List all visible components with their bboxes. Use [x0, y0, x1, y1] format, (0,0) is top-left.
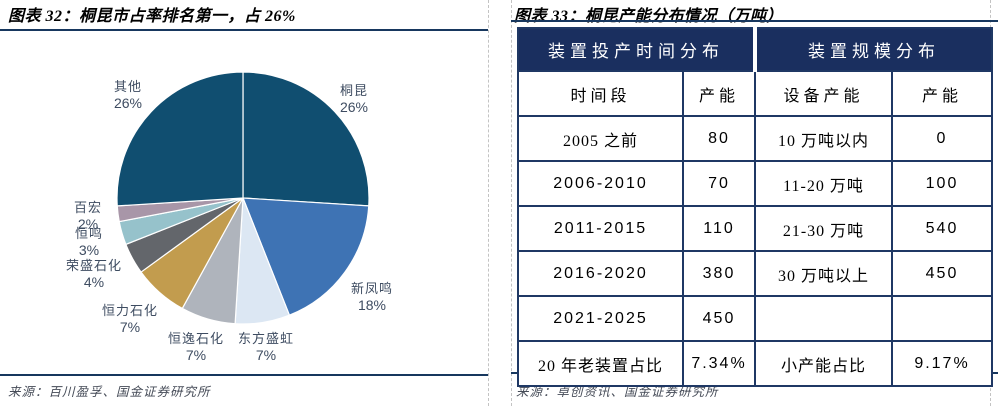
- pie-label-rongsheng: 荣盛石化 4%: [54, 255, 134, 290]
- pie-label-pct: 4%: [83, 274, 105, 290]
- pie-label-hengli: 恒力石化 7%: [92, 300, 168, 335]
- pie-label-name: 恒逸石化: [167, 331, 224, 346]
- table-cell: 11-20 万吨: [754, 160, 893, 207]
- pie-label-other: 其他 26%: [92, 76, 164, 111]
- table-row: 2021-2025 450: [517, 295, 993, 342]
- figure-32-title-rule: [0, 29, 488, 31]
- table-cell: 小产能占比: [754, 340, 893, 387]
- table-cell: 2005 之前: [517, 115, 684, 162]
- pie-label-name: 恒力石化: [101, 303, 158, 318]
- table-cell: 380: [682, 250, 756, 297]
- figure-32-bottom-rule: [0, 374, 488, 376]
- figure-33-title: 图表 33：桐昆产能分布情况（万吨）: [514, 8, 784, 25]
- table-cell: 450: [682, 295, 756, 342]
- table-cell: 7.34%: [682, 340, 756, 387]
- table-row: 2011-2015 110 21-30 万吨 540: [517, 205, 993, 252]
- pie-chart: [116, 71, 370, 325]
- table-cell: 540: [891, 205, 993, 252]
- table-cell: 80: [682, 115, 756, 162]
- capacity-table: 装置投产时间分布 装置规模分布 时间段 产能 设备产能 产能 2005 之前 8…: [517, 27, 993, 387]
- table-cell: 0: [891, 115, 993, 162]
- pie-label-pct: 7%: [255, 347, 277, 363]
- panel-divider-dashed-right: [511, 0, 512, 406]
- table-cell: [891, 295, 993, 342]
- table-row: 2016-2020 380 30 万吨以上 450: [517, 250, 993, 297]
- pie-label-name: 恒鸣: [74, 226, 103, 241]
- group-header-time: 装置投产时间分布: [517, 27, 756, 72]
- figure-32-title: 图表 32：桐昆市占率排名第一，占 26%: [8, 8, 296, 25]
- table-cell: 2006-2010: [517, 160, 684, 207]
- pie-label-dongfangshenghong: 东方盛虹 7%: [228, 328, 304, 363]
- table-cell: 110: [682, 205, 756, 252]
- figure-33-title-rule: [511, 20, 998, 22]
- pie-label-pct: 3%: [78, 242, 100, 258]
- pie-label-pct: 7%: [185, 347, 207, 363]
- pie-label-pct: 18%: [357, 297, 387, 313]
- pie-label-name: 桐昆: [339, 83, 368, 98]
- table-cell: 450: [891, 250, 993, 297]
- figure-32-source: 来源：百川盈孚、国金证券研究所: [8, 385, 211, 399]
- table-group-header-row: 装置投产时间分布 装置规模分布: [517, 27, 993, 72]
- panel-divider-dashed-left: [488, 0, 489, 406]
- pie-slice-其他: [116, 71, 244, 207]
- figure-33-source: 来源：卓创资讯、国金证券研究所: [516, 385, 719, 399]
- pie-label-name: 百宏: [73, 200, 102, 215]
- pie-label-xinfengming: 新凤鸣 18%: [330, 278, 414, 313]
- col-header-device-capacity: 设备产能: [754, 70, 893, 117]
- pie-label-name: 荣盛石化: [65, 258, 122, 273]
- table-cell: 30 万吨以上: [754, 250, 893, 297]
- pie-label-tongkun: 桐昆 26%: [318, 80, 390, 115]
- pie-label-name: 新凤鸣: [350, 281, 393, 296]
- pie-slice-新凤鸣: [242, 197, 370, 316]
- pie-label-name: 东方盛虹: [237, 331, 294, 346]
- col-header-period: 时间段: [517, 70, 684, 117]
- table-row: 2006-2010 70 11-20 万吨 100: [517, 160, 993, 207]
- pie-label-hengyi: 恒逸石化 7%: [158, 328, 234, 363]
- pie-label-hengming: 恒鸣 3%: [53, 223, 125, 258]
- table-cell: 2011-2015: [517, 205, 684, 252]
- table-cell: 2021-2025: [517, 295, 684, 342]
- pie-label-name: 其他: [113, 79, 142, 94]
- table-cell: 9.17%: [891, 340, 993, 387]
- table-cell: [754, 295, 893, 342]
- pie-label-pct: 26%: [113, 95, 143, 111]
- table-cell: 100: [891, 160, 993, 207]
- table-column-header-row: 时间段 产能 设备产能 产能: [517, 70, 993, 117]
- table-row: 2005 之前 80 10 万吨以内 0: [517, 115, 993, 162]
- pie-label-pct: 26%: [339, 99, 369, 115]
- pie-label-pct: 2%: [77, 216, 99, 232]
- col-header-capacity-2: 产能: [891, 70, 993, 117]
- table-cell: 10 万吨以内: [754, 115, 893, 162]
- table-cell: 2016-2020: [517, 250, 684, 297]
- col-header-capacity-1: 产能: [682, 70, 756, 117]
- table-cell: 20 年老装置占比: [517, 340, 684, 387]
- group-header-scale: 装置规模分布: [753, 27, 993, 72]
- pie-label-pct: 7%: [119, 319, 141, 335]
- pie-label-baihong: 百宏 2%: [52, 197, 124, 232]
- pie-slice-桐昆: [242, 71, 370, 207]
- table-cell: 70: [682, 160, 756, 207]
- table-row: 20 年老装置占比 7.34% 小产能占比 9.17%: [517, 340, 993, 387]
- table-cell: 21-30 万吨: [754, 205, 893, 252]
